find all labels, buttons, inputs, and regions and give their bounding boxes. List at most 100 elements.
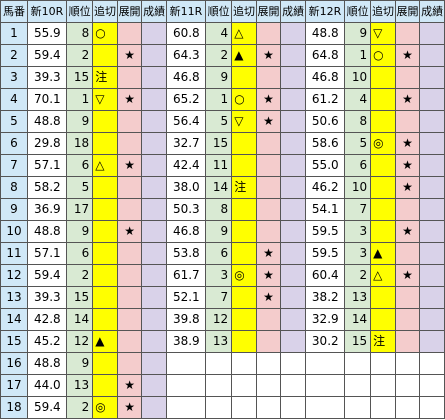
result-cell[interactable] <box>141 286 167 309</box>
rank-cell[interactable]: 6 <box>66 242 94 265</box>
result-cell[interactable] <box>141 66 167 89</box>
result-cell[interactable] <box>141 198 167 221</box>
result-cell[interactable] <box>280 88 306 111</box>
result-cell[interactable] <box>280 220 306 243</box>
rank-cell[interactable]: 9 <box>66 220 94 243</box>
workout-mark-cell[interactable] <box>92 286 118 309</box>
empty-cell[interactable] <box>255 352 282 375</box>
index-value-cell[interactable]: 29.8 <box>26 132 68 155</box>
result-cell[interactable] <box>280 330 306 353</box>
index-value-cell[interactable]: 55.9 <box>26 22 68 45</box>
workout-mark-cell[interactable]: ○ <box>92 22 118 45</box>
index-value-cell[interactable]: 59.4 <box>26 264 68 287</box>
workout-mark-cell[interactable]: △ <box>231 22 257 45</box>
result-cell[interactable] <box>280 132 306 155</box>
rank-cell[interactable]: 14 <box>66 308 94 331</box>
result-cell[interactable] <box>419 286 445 309</box>
index-value-cell[interactable]: 39.8 <box>165 308 207 331</box>
result-cell[interactable] <box>280 242 306 265</box>
empty-cell[interactable] <box>419 352 445 375</box>
empty-cell[interactable] <box>304 374 346 397</box>
horse-number-cell[interactable]: 14 <box>0 308 28 331</box>
workout-mark-cell[interactable] <box>92 44 118 67</box>
pace-mark-cell[interactable]: ★ <box>116 88 143 111</box>
index-value-cell[interactable]: 60.8 <box>165 22 207 45</box>
pace-mark-cell[interactable] <box>394 66 421 89</box>
empty-cell[interactable] <box>370 374 396 397</box>
empty-cell[interactable] <box>255 374 282 397</box>
rank-cell[interactable]: 14 <box>344 308 372 331</box>
result-cell[interactable] <box>419 88 445 111</box>
column-header[interactable]: 新10R <box>26 0 68 23</box>
empty-cell[interactable] <box>304 352 346 375</box>
rank-cell[interactable]: 3 <box>344 220 372 243</box>
empty-cell[interactable] <box>231 352 257 375</box>
index-value-cell[interactable]: 57.1 <box>26 154 68 177</box>
workout-mark-cell[interactable] <box>370 286 396 309</box>
pace-mark-cell[interactable] <box>116 110 143 133</box>
workout-mark-cell[interactable] <box>231 198 257 221</box>
rank-cell[interactable]: 9 <box>344 22 372 45</box>
workout-mark-cell[interactable]: 注 <box>370 330 396 353</box>
workout-mark-cell[interactable] <box>231 154 257 177</box>
pace-mark-cell[interactable]: ★ <box>116 44 143 67</box>
column-header[interactable]: 成績 <box>280 0 306 23</box>
pace-mark-cell[interactable]: ★ <box>116 220 143 243</box>
result-cell[interactable] <box>141 132 167 155</box>
pace-mark-cell[interactable] <box>116 176 143 199</box>
index-value-cell[interactable]: 57.1 <box>26 242 68 265</box>
index-value-cell[interactable]: 45.2 <box>26 330 68 353</box>
result-cell[interactable] <box>280 110 306 133</box>
empty-cell[interactable] <box>394 374 421 397</box>
empty-cell[interactable] <box>165 374 207 397</box>
result-cell[interactable] <box>419 44 445 67</box>
result-cell[interactable] <box>141 352 167 375</box>
index-value-cell[interactable]: 32.9 <box>304 308 346 331</box>
rank-cell[interactable]: 12 <box>66 330 94 353</box>
horse-number-cell[interactable]: 9 <box>0 198 28 221</box>
pace-mark-cell[interactable] <box>116 242 143 265</box>
pace-mark-cell[interactable] <box>116 352 143 375</box>
pace-mark-cell[interactable] <box>255 220 282 243</box>
workout-mark-cell[interactable] <box>370 198 396 221</box>
rank-cell[interactable]: 6 <box>344 154 372 177</box>
workout-mark-cell[interactable]: ▲ <box>370 242 396 265</box>
empty-cell[interactable] <box>280 374 306 397</box>
column-header[interactable]: 新12R <box>304 0 346 23</box>
pace-mark-cell[interactable] <box>255 308 282 331</box>
result-cell[interactable] <box>280 44 306 67</box>
empty-cell[interactable] <box>231 396 257 419</box>
index-value-cell[interactable]: 46.8 <box>165 220 207 243</box>
workout-mark-cell[interactable] <box>370 176 396 199</box>
index-value-cell[interactable]: 54.1 <box>304 198 346 221</box>
pace-mark-cell[interactable] <box>394 110 421 133</box>
pace-mark-cell[interactable] <box>394 22 421 45</box>
rank-cell[interactable]: 2 <box>205 44 233 67</box>
index-value-cell[interactable]: 39.3 <box>26 286 68 309</box>
column-header[interactable]: 追切 <box>231 0 257 23</box>
rank-cell[interactable]: 4 <box>205 22 233 45</box>
horse-number-cell[interactable]: 11 <box>0 242 28 265</box>
rank-cell[interactable]: 1 <box>344 44 372 67</box>
rank-cell[interactable]: 17 <box>66 198 94 221</box>
rank-cell[interactable]: 15 <box>66 286 94 309</box>
column-header[interactable]: 展開 <box>255 0 282 23</box>
index-value-cell[interactable]: 59.5 <box>304 220 346 243</box>
index-value-cell[interactable]: 48.8 <box>304 22 346 45</box>
rank-cell[interactable]: 8 <box>205 198 233 221</box>
index-value-cell[interactable]: 64.8 <box>304 44 346 67</box>
horse-number-cell[interactable]: 13 <box>0 286 28 309</box>
index-value-cell[interactable]: 38.2 <box>304 286 346 309</box>
workout-mark-cell[interactable]: 注 <box>231 176 257 199</box>
rank-cell[interactable]: 5 <box>66 176 94 199</box>
result-cell[interactable] <box>141 154 167 177</box>
pace-mark-cell[interactable]: ★ <box>394 176 421 199</box>
pace-mark-cell[interactable] <box>394 308 421 331</box>
rank-cell[interactable]: 4 <box>344 88 372 111</box>
index-value-cell[interactable]: 58.6 <box>304 132 346 155</box>
rank-cell[interactable]: 2 <box>66 44 94 67</box>
pace-mark-cell[interactable]: ★ <box>255 88 282 111</box>
rank-cell[interactable]: 8 <box>344 110 372 133</box>
result-cell[interactable] <box>419 154 445 177</box>
pace-mark-cell[interactable] <box>394 330 421 353</box>
